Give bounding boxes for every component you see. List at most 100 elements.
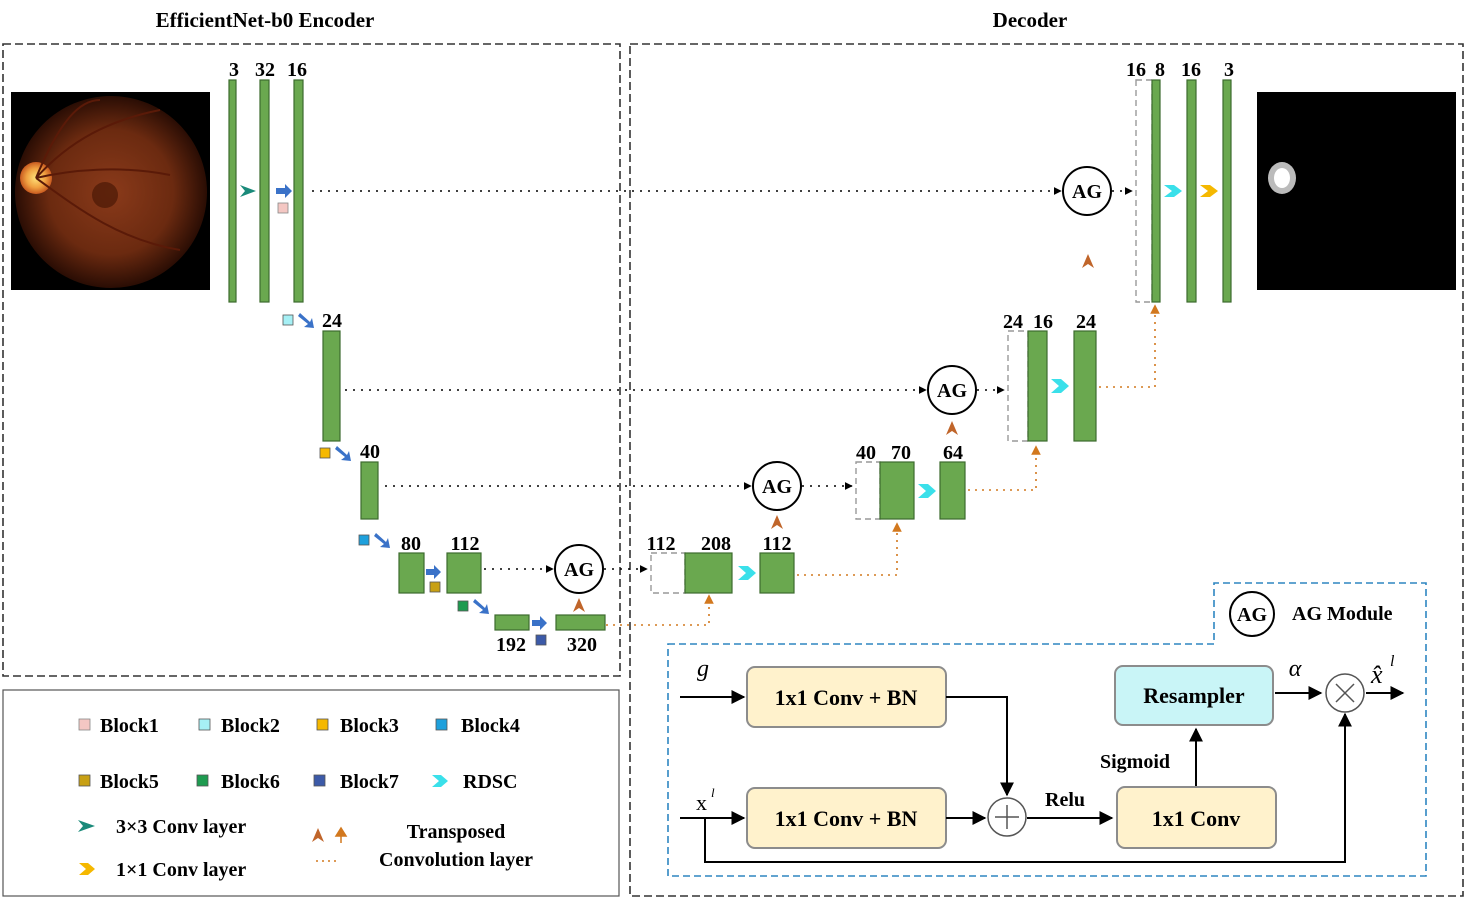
- label-enc-192: 192: [496, 634, 526, 656]
- ag-node-1: AG: [1062, 166, 1112, 216]
- legend-block6-label: Block6: [221, 771, 280, 793]
- dec-block-3: [1222, 79, 1232, 303]
- dec-block-16b: [1186, 79, 1197, 303]
- label-dec-208: 208: [701, 533, 731, 555]
- tconv-icon: [946, 421, 958, 435]
- label-dec-24a: 24: [1003, 311, 1023, 333]
- ag-input-x: x: [696, 790, 707, 815]
- conv-bn-bottom-label: 1x1 Conv + BN: [775, 806, 918, 831]
- conv-box: [1116, 786, 1277, 849]
- svg-text:AG: AG: [762, 476, 792, 498]
- block5-icon: [429, 581, 441, 593]
- legend-block2-swatch: [198, 718, 211, 731]
- rdsc-icon: [738, 566, 756, 580]
- ghost-block-40: [855, 461, 881, 520]
- legend-block3-swatch: [316, 718, 329, 731]
- upsample-path-4: [606, 594, 714, 626]
- svg-text:AG: AG: [937, 380, 967, 402]
- enc-block-24: [322, 330, 341, 442]
- xhat-sup: l: [1390, 653, 1395, 670]
- upsample-path-2: [968, 445, 1041, 491]
- dec-block-64: [939, 461, 966, 520]
- dec-block-70: [879, 461, 915, 520]
- legend-conv3-icon: [78, 820, 95, 832]
- block3-icon: [319, 447, 331, 459]
- legend-block5-swatch: [78, 774, 91, 787]
- legend-tconv-label-2: Convolution layer: [379, 849, 533, 871]
- decoder-frame: [629, 43, 1464, 897]
- rdsc-icon: [918, 484, 936, 498]
- legend: Block1 Block2 Block3 Block4 Block5 Block…: [78, 715, 533, 881]
- enc-block-80: [398, 552, 425, 594]
- block1-icon: [277, 202, 289, 214]
- ag-module-title: AG Module: [1292, 603, 1393, 625]
- legend-block1-swatch: [78, 718, 91, 731]
- enc-block-16: [293, 79, 304, 303]
- block7-icon: [535, 634, 547, 646]
- label-dec-16a: 16: [1126, 59, 1146, 81]
- ag-node-3: AG: [752, 461, 802, 511]
- tconv-icon: [1082, 254, 1094, 268]
- label-enc-16: 16: [287, 59, 307, 81]
- enc-block-192: [494, 614, 530, 631]
- dec-block-8: [1151, 79, 1161, 303]
- ag-module: AG AG Module g x l 1x1 Conv + BN 1x1 Con…: [667, 582, 1427, 877]
- sigmoid-label: Sigmoid: [1100, 751, 1170, 773]
- legend-frame: [2, 689, 620, 897]
- legend-block6-swatch: [196, 774, 209, 787]
- label-enc-80: 80: [401, 533, 421, 555]
- label-dec-3: 3: [1224, 59, 1234, 81]
- enc-block-3: [228, 79, 237, 303]
- legend-block4-label: Block4: [461, 715, 520, 737]
- block6-icon: [457, 600, 469, 612]
- block2-icon: [282, 314, 294, 326]
- ag-module-icon-label: AG: [1237, 604, 1267, 626]
- conv-label: 1x1 Conv: [1152, 806, 1241, 831]
- label-enc-3: 3: [229, 59, 239, 81]
- resampler-box: [1114, 665, 1274, 726]
- legend-rdsc-icon: [432, 775, 448, 787]
- label-dec-8: 8: [1155, 59, 1165, 81]
- ag-module-icon: [1229, 591, 1275, 637]
- rdsc-icon: [1164, 185, 1182, 197]
- conv-bn-top-label: 1x1 Conv + BN: [775, 685, 918, 710]
- enc-block-320: [555, 614, 606, 631]
- legend-conv3-label: 3×3 Conv layer: [116, 816, 246, 838]
- label-dec-40: 40: [856, 442, 876, 464]
- encoder-title: EfficientNet-b0 Encoder: [156, 8, 375, 32]
- ghost-block-112: [650, 552, 686, 594]
- relu-label: Relu: [1045, 789, 1085, 811]
- legend-tconv-label-1: Transposed: [407, 821, 506, 843]
- alpha-label: α: [1289, 656, 1302, 682]
- label-enc-24: 24: [322, 310, 342, 332]
- input-fundus-image: [11, 92, 210, 290]
- enc-block-112: [446, 552, 482, 594]
- label-dec-16: 16: [1033, 311, 1053, 333]
- legend-block7-label: Block7: [340, 771, 399, 793]
- legend-rdsc-label: RDSC: [463, 771, 517, 793]
- down-arrow-icon: [335, 446, 351, 461]
- enc-block-40: [360, 461, 379, 520]
- enc-block-32: [259, 79, 270, 303]
- ag-node-2: AG: [927, 365, 977, 415]
- label-dec-64: 64: [943, 442, 963, 464]
- ghost-block-24: [1007, 330, 1029, 442]
- label-dec-24b: 24: [1076, 311, 1096, 333]
- legend-block1-label: Block1: [100, 715, 159, 737]
- ghost-block-16: [1135, 79, 1153, 303]
- block4-icon: [358, 534, 370, 546]
- legend-tconv-arrow-icon: [334, 826, 348, 843]
- ag-node-4: AG: [554, 544, 604, 594]
- output-mask-image: [1257, 92, 1456, 290]
- label-enc-320: 320: [567, 634, 597, 656]
- down-arrow-icon: [298, 313, 314, 328]
- legend-block2-label: Block2: [221, 715, 280, 737]
- legend-block7-swatch: [313, 774, 326, 787]
- dec-block-24: [1073, 330, 1097, 442]
- label-dec-112b: 112: [763, 533, 792, 555]
- legend-conv1-icon: [79, 863, 95, 875]
- ag-module-frame: [667, 582, 1427, 877]
- legend-tconv-icon: [312, 828, 324, 842]
